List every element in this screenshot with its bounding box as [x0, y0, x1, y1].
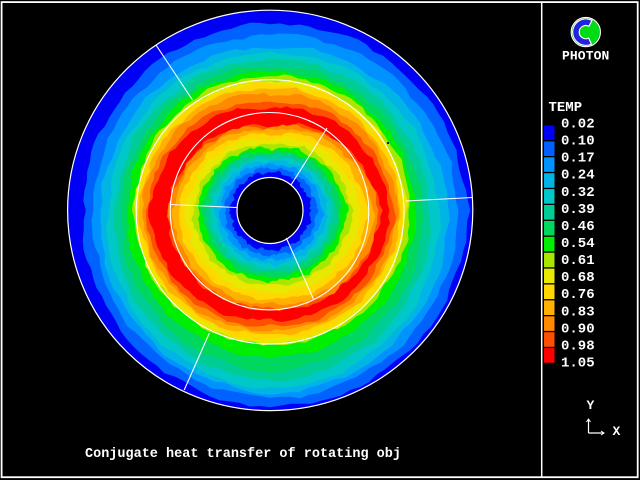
svg-text:X: X — [613, 424, 621, 439]
svg-text:0.46: 0.46 — [561, 219, 595, 235]
svg-text:0.10: 0.10 — [561, 134, 595, 150]
svg-text:0.98: 0.98 — [561, 338, 595, 354]
svg-text:0.83: 0.83 — [561, 304, 595, 320]
svg-text:0.39: 0.39 — [561, 202, 595, 218]
svg-text:Conjugate heat transfer of rot: Conjugate heat transfer of rotating obj — [85, 447, 401, 462]
svg-text:1.05: 1.05 — [561, 356, 595, 372]
svg-text:0.54: 0.54 — [561, 236, 595, 252]
svg-text:0.68: 0.68 — [561, 270, 595, 286]
svg-text:PHOTON: PHOTON — [562, 49, 609, 64]
svg-text:0.24: 0.24 — [561, 168, 595, 184]
svg-text:0.02: 0.02 — [561, 117, 595, 133]
svg-text:0.17: 0.17 — [561, 151, 595, 167]
svg-text:Y: Y — [587, 398, 595, 413]
svg-text:0.61: 0.61 — [561, 253, 595, 269]
svg-text:0.32: 0.32 — [561, 185, 595, 201]
svg-text:TEMP: TEMP — [549, 100, 583, 116]
svg-text:0.76: 0.76 — [561, 287, 595, 303]
svg-text:0.90: 0.90 — [561, 321, 595, 337]
